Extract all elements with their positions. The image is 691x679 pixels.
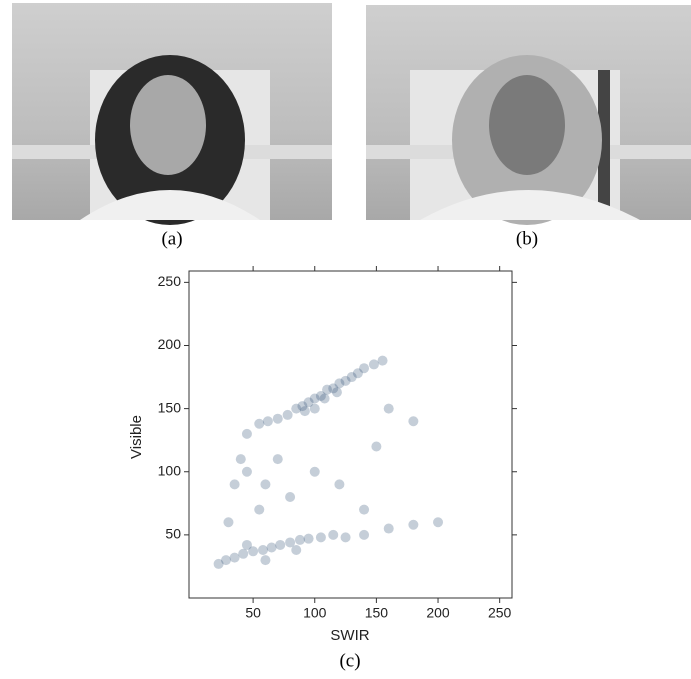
point [299,406,310,417]
point [371,441,382,452]
point [383,523,394,534]
point [319,393,330,404]
y-tick-label: 250 [158,273,182,289]
photo-b [366,5,691,225]
y-axis-label: Visible [128,415,145,459]
point [257,545,268,556]
point [377,355,388,366]
point [328,529,339,540]
point [229,479,240,490]
point [248,546,259,557]
point [297,401,308,412]
point [328,383,339,394]
plot: 50 100 150 200 250 50 100 150 200 250 [158,266,517,621]
point [309,466,320,477]
point [262,416,273,427]
point [285,491,296,502]
point [359,363,370,374]
x-tick-label: 50 [245,605,261,621]
point [346,372,357,383]
x-tick-label: 100 [303,605,327,621]
point [334,479,345,490]
point [260,479,271,490]
point [235,454,246,465]
x-axis-label: SWIR [330,627,369,644]
point [408,519,419,530]
point [303,533,314,544]
point [340,532,351,543]
point [368,359,379,370]
point [213,558,224,569]
point [359,504,370,515]
y-tick-label: 150 [158,399,182,415]
point [282,409,293,420]
point [334,378,345,389]
point [315,532,326,543]
point [291,545,302,556]
point [223,517,234,528]
point [241,539,252,550]
point [408,416,419,427]
y-tick-label: 100 [158,462,182,478]
point [383,403,394,414]
point [241,428,252,439]
point [309,393,320,404]
point [322,384,333,395]
point [340,375,351,386]
point [352,368,363,379]
caption: (c) [339,650,360,671]
point [229,552,240,563]
point [275,539,286,550]
caption: (b) [516,228,538,249]
x-tick-label: 250 [488,605,512,621]
plot-frame [188,270,513,599]
x-tick-label: 150 [365,605,389,621]
point [241,466,252,477]
point [309,403,320,414]
point [285,537,296,548]
point [260,555,271,566]
point [294,534,305,545]
point [291,403,302,414]
caption: (a) [161,228,182,249]
x-tick-label: 200 [426,605,450,621]
point [272,454,283,465]
point [331,387,342,398]
point [272,413,283,424]
point [266,542,277,553]
point [303,397,314,408]
point [220,555,231,566]
y-tick-label: 200 [158,336,182,352]
point [254,504,265,515]
photo-a [12,3,332,225]
point [238,548,249,559]
point [359,529,370,540]
point [315,390,326,401]
y-tick-label: 50 [165,526,181,542]
point [254,418,265,429]
point [433,517,444,528]
